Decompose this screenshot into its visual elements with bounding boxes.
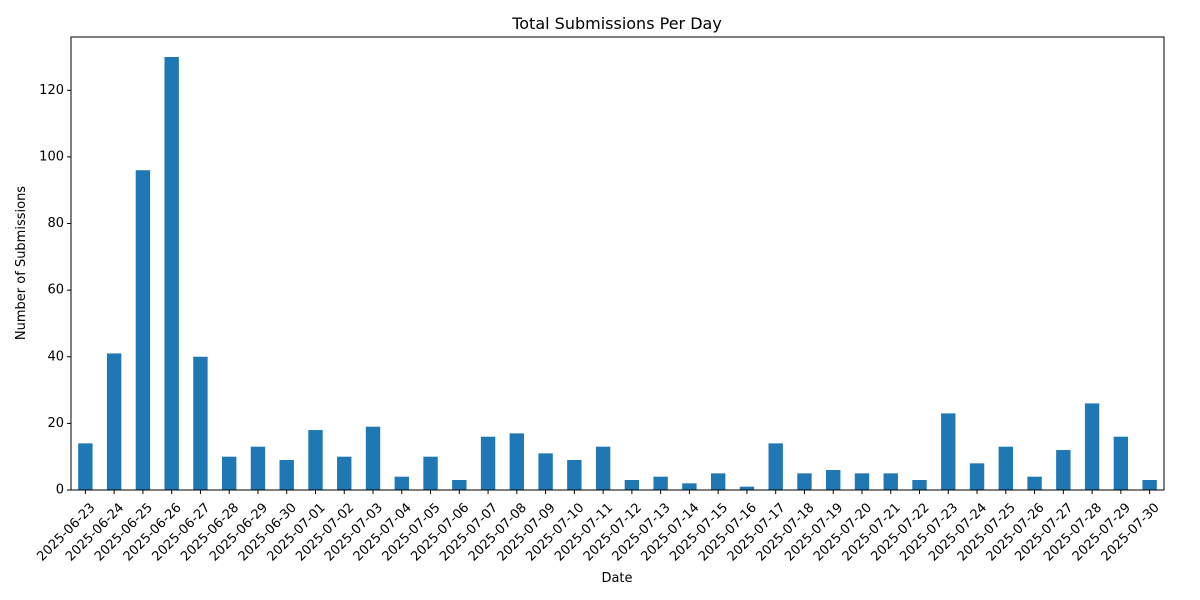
- bar-2025-07-18: [797, 473, 812, 490]
- bar-2025-07-29: [1113, 436, 1129, 490]
- y-tick-label: 0: [56, 483, 64, 498]
- bar-2025-07-21: [883, 473, 898, 490]
- bar-2025-07-14: [682, 483, 697, 490]
- bar-2025-07-09: [538, 453, 553, 490]
- chart-title: Total Submissions Per Day: [511, 14, 722, 33]
- bar-2025-06-24: [106, 353, 122, 490]
- bar-2025-07-30: [1142, 480, 1157, 490]
- bar-2025-07-16: [739, 486, 755, 490]
- bar-2025-07-04: [394, 476, 409, 490]
- bar-2025-07-11: [595, 446, 611, 490]
- bar-2025-06-25: [135, 170, 151, 491]
- y-tick-label: 40: [47, 349, 64, 364]
- bar-2025-07-02: [337, 456, 352, 490]
- bar-2025-07-15: [710, 473, 726, 490]
- bar-2025-07-07: [480, 436, 496, 490]
- y-tick-label: 80: [47, 216, 64, 231]
- bar-2025-06-26: [164, 56, 179, 491]
- bar-2025-07-20: [854, 473, 870, 490]
- bar-2025-07-01: [308, 430, 323, 490]
- bar-2025-07-22: [912, 480, 927, 490]
- bar-2025-07-28: [1084, 403, 1100, 490]
- x-axis-label: Date: [601, 571, 632, 586]
- bars-group: [78, 56, 1157, 491]
- y-tick-label: 60: [47, 283, 64, 298]
- bar-2025-07-17: [768, 443, 783, 490]
- y-tick-label: 20: [47, 416, 64, 431]
- bar-2025-07-10: [567, 460, 582, 490]
- bar-2025-07-13: [653, 476, 668, 490]
- bar-2025-07-26: [1027, 476, 1042, 490]
- bar-2025-06-23: [78, 443, 93, 490]
- y-tick-label: 120: [39, 83, 64, 98]
- bar-2025-07-23: [941, 413, 956, 490]
- bar-2025-07-06: [452, 480, 467, 490]
- bar-2025-06-30: [279, 460, 294, 490]
- bar-2025-07-03: [365, 426, 381, 490]
- y-tick-label: 100: [39, 149, 64, 164]
- plot-frame: [70, 36, 1165, 491]
- bar-2025-06-29: [250, 446, 266, 490]
- bar-2025-07-19: [826, 470, 841, 490]
- bar-2025-06-27: [193, 356, 208, 490]
- y-axis-label: Number of Submissions: [14, 186, 29, 340]
- bar-2025-06-28: [222, 456, 237, 490]
- bar-2025-07-24: [969, 463, 985, 490]
- bar-2025-07-08: [509, 433, 525, 491]
- bar-2025-07-27: [1056, 450, 1071, 490]
- bar-2025-07-12: [624, 480, 640, 490]
- bar-2025-07-05: [423, 456, 438, 490]
- bar-2025-07-25: [998, 446, 1013, 490]
- y-axis: 0 20 40 60 80 100 120: [39, 83, 71, 498]
